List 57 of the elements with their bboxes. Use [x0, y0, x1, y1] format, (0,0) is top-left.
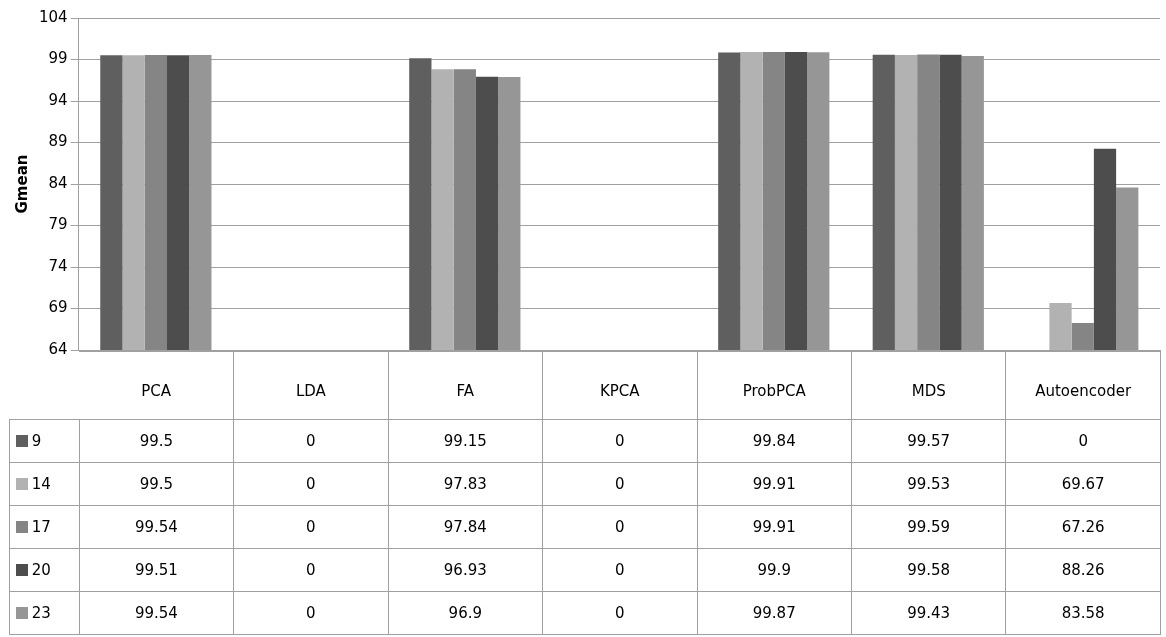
text: 0 — [306, 475, 316, 493]
data-label: 97.83 — [388, 462, 543, 506]
text: 0 — [614, 432, 625, 450]
data-label: 99.87 — [697, 591, 852, 635]
text: 0 — [306, 432, 316, 450]
y-tick-label: 84 — [48, 173, 68, 192]
data-label: 96.9 — [388, 591, 543, 635]
text: 0 — [306, 604, 316, 622]
y-tick-label: 89 — [48, 132, 68, 151]
x-tick-label: ProbPCA — [697, 351, 852, 420]
legend-label: 17 — [9, 505, 80, 549]
y-tick-label: 104 — [38, 7, 68, 26]
data-label: 99.51 — [79, 548, 234, 592]
data-label: 99.5 — [79, 462, 234, 506]
data-label: 83.58 — [1005, 591, 1161, 635]
x-tick-label: Autoencoder — [1005, 351, 1161, 420]
text: 0 — [614, 475, 625, 493]
x-tick-label: PCA — [79, 351, 234, 420]
text: 0 — [614, 604, 625, 622]
y-tick-label: 99 — [48, 49, 68, 68]
text: 0 — [306, 518, 316, 536]
y-axis-title: Gmean — [12, 154, 31, 214]
data-label: 99.84 — [697, 419, 852, 463]
text: 0 — [1078, 432, 1088, 450]
x-tick-label: LDA — [233, 351, 389, 420]
x-tick-label: MDS — [851, 351, 1006, 420]
y-tick-label: 79 — [48, 215, 68, 234]
data-label: 99.57 — [851, 419, 1006, 463]
data-label: 88.26 — [1005, 548, 1161, 592]
data-label: 99.54 — [79, 591, 234, 635]
data-label: 99.53 — [851, 462, 1006, 506]
data-label: 96.93 — [388, 548, 543, 592]
text: 0 — [614, 518, 625, 536]
data-label: 99.5 — [79, 419, 234, 463]
legend-label: 23 — [9, 591, 80, 635]
text: 0 — [614, 561, 625, 579]
x-tick-label: FA — [388, 351, 543, 420]
text: 0 — [306, 561, 316, 579]
x-tick-label: KPCA — [542, 351, 697, 420]
data-label: 97.84 — [388, 505, 543, 549]
data-label: 99.43 — [851, 591, 1006, 635]
data-label: 99.15 — [388, 419, 543, 463]
legend-label: 9 — [9, 419, 80, 463]
data-label: 69.67 — [1005, 462, 1161, 506]
legend-label: 14 — [9, 462, 80, 506]
data-label: 99.59 — [851, 505, 1006, 549]
legend-label: 20 — [9, 548, 80, 592]
data-label: 99.91 — [697, 462, 852, 506]
data-label: 99.54 — [79, 505, 234, 549]
data-label: 67.26 — [1005, 505, 1161, 549]
y-tick-label: 69 — [48, 298, 68, 317]
data-label: 99.9 — [697, 548, 852, 592]
y-tick-label: 64 — [48, 339, 68, 358]
data-label: 99.58 — [851, 548, 1006, 592]
y-tick-label: 74 — [48, 256, 68, 275]
data-label: 99.91 — [697, 505, 852, 549]
y-tick-label: 94 — [48, 90, 68, 109]
